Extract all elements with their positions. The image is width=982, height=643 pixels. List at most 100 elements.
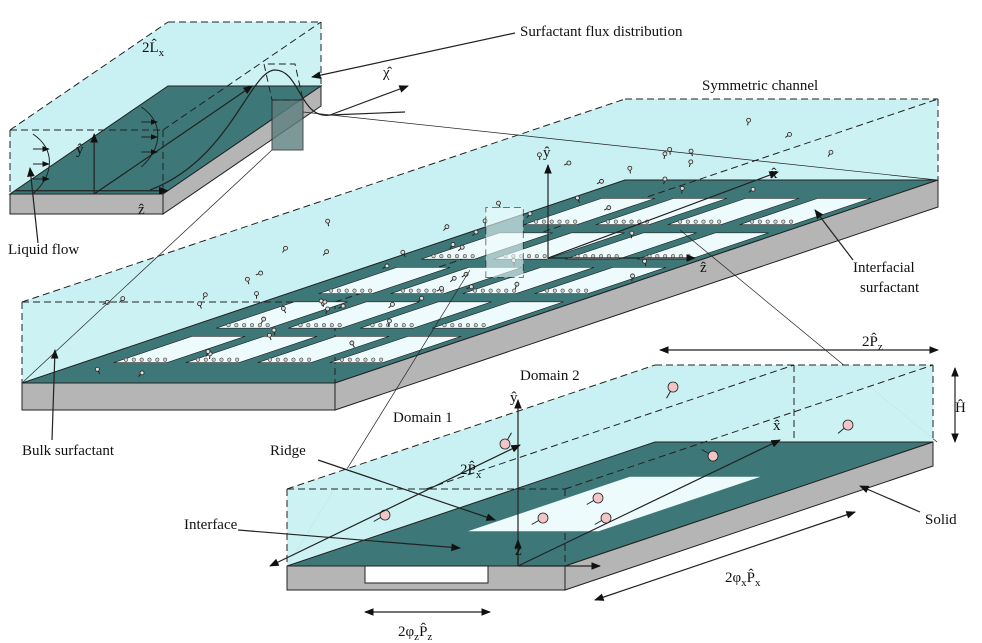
interfacial-surfactant xyxy=(147,357,152,362)
surfactant xyxy=(325,306,330,312)
interfacial-surfactant xyxy=(472,288,478,293)
interfacial-surfactant xyxy=(544,288,550,293)
arrow xyxy=(517,439,781,567)
edge xyxy=(564,364,934,490)
flux-window xyxy=(271,99,304,151)
interfacial-surfactant xyxy=(368,288,373,293)
arrow xyxy=(237,529,461,552)
interfacial-surfactant xyxy=(211,357,216,362)
surfactant xyxy=(707,450,719,462)
surfactant xyxy=(468,284,474,290)
label-part: 2P̂ xyxy=(862,333,878,350)
interfacial-surfactant xyxy=(504,288,509,293)
label-sub: z xyxy=(427,631,432,643)
edge xyxy=(425,364,795,490)
interfacial-surfactant xyxy=(549,219,554,224)
interface-notch xyxy=(364,565,489,584)
interfacial-surfactant xyxy=(424,288,429,293)
surfactant xyxy=(261,316,267,322)
slip-patch xyxy=(185,336,318,364)
label: Liquid flow xyxy=(8,242,79,258)
slip-patch xyxy=(257,336,390,364)
surfactant xyxy=(387,318,392,324)
arrow xyxy=(814,209,854,261)
label: 2P̂z xyxy=(862,333,883,353)
surfactant xyxy=(627,165,633,171)
interfacial-surfactant xyxy=(565,219,570,224)
surfactant xyxy=(537,152,542,158)
labels: 2L̂x Surfactant flux distribution χ̂ Sym… xyxy=(8,24,966,643)
interfacial-surfactant xyxy=(480,288,485,293)
interfacial-surfactant xyxy=(371,357,376,362)
interfacial-surfactant xyxy=(123,357,129,362)
surfactant xyxy=(322,299,328,305)
surfactant xyxy=(400,249,406,255)
slip-patch xyxy=(565,232,697,260)
label: Interfacial surfactant xyxy=(853,260,920,296)
surfactant xyxy=(828,149,834,155)
surfactant xyxy=(258,270,264,276)
interfacial-surfactant xyxy=(773,219,778,224)
interfacial-surfactant xyxy=(629,219,634,224)
surfactant xyxy=(629,230,635,236)
arrow xyxy=(329,85,409,116)
interfacial-surfactant xyxy=(533,219,539,224)
label-line: Interfacial xyxy=(853,260,915,276)
interfacial-surfactant xyxy=(584,288,589,293)
surfactant xyxy=(451,275,457,281)
label: ẑ xyxy=(138,202,145,218)
edge xyxy=(286,364,656,490)
surfactant xyxy=(496,200,501,206)
slip-patch xyxy=(359,301,492,329)
interfacial-surfactant xyxy=(307,357,312,362)
interfacial-surfactant xyxy=(234,323,239,328)
slip-patch xyxy=(318,266,451,294)
label-sub: x xyxy=(159,47,165,59)
label-part: P̂ xyxy=(419,623,427,640)
edge xyxy=(162,21,322,131)
interfacial-surfactant xyxy=(379,357,384,362)
interfacial-surfactant xyxy=(370,323,375,328)
arrow xyxy=(859,485,921,513)
interfacial-surfactant xyxy=(765,219,770,224)
surfactant xyxy=(537,512,549,524)
interfacial-surfactant xyxy=(393,323,399,328)
label-part: 2φ xyxy=(398,624,415,640)
interfacial-surfactant xyxy=(693,219,698,224)
interfacial-surfactant xyxy=(781,219,786,224)
slip-patch xyxy=(493,232,625,260)
interfacial-surfactant xyxy=(283,357,288,362)
interfacial-surfactant xyxy=(685,219,690,224)
interfacial-surfactant xyxy=(267,357,273,362)
interfacial-surfactant xyxy=(416,288,421,293)
interfacial-surfactant xyxy=(336,288,341,293)
surfactant xyxy=(120,296,126,302)
surfactant xyxy=(688,148,694,154)
interfacial-surfactant xyxy=(339,357,345,362)
label: Ridge xyxy=(270,443,306,459)
inset-fluid-back xyxy=(10,22,321,130)
label: ẑ xyxy=(515,543,522,559)
interfacial-surfactant xyxy=(242,323,247,328)
label: Domain 2 xyxy=(520,368,580,384)
slip-patch xyxy=(595,197,728,225)
surfactant xyxy=(642,258,648,264)
interfacial-surfactant xyxy=(526,254,532,259)
interfacial-surfactant xyxy=(576,288,581,293)
interfacial-surfactant xyxy=(227,357,232,362)
interfacial-surfactant xyxy=(677,219,683,224)
interfacial-surfactant xyxy=(512,288,517,293)
edge xyxy=(21,98,626,303)
label: ŷ xyxy=(510,390,518,406)
surfactant xyxy=(324,249,330,255)
surfactant xyxy=(499,438,511,450)
surfactant xyxy=(325,218,331,224)
interfacial-surfactant xyxy=(749,219,755,224)
surfactant xyxy=(349,340,355,346)
interfacial-surfactant xyxy=(573,219,578,224)
slip-patch xyxy=(431,301,564,329)
flux-window-top xyxy=(263,63,304,101)
interfacial-surfactant xyxy=(275,357,280,362)
interfacial-surfactant xyxy=(131,357,136,362)
label-sub: x xyxy=(755,577,761,589)
